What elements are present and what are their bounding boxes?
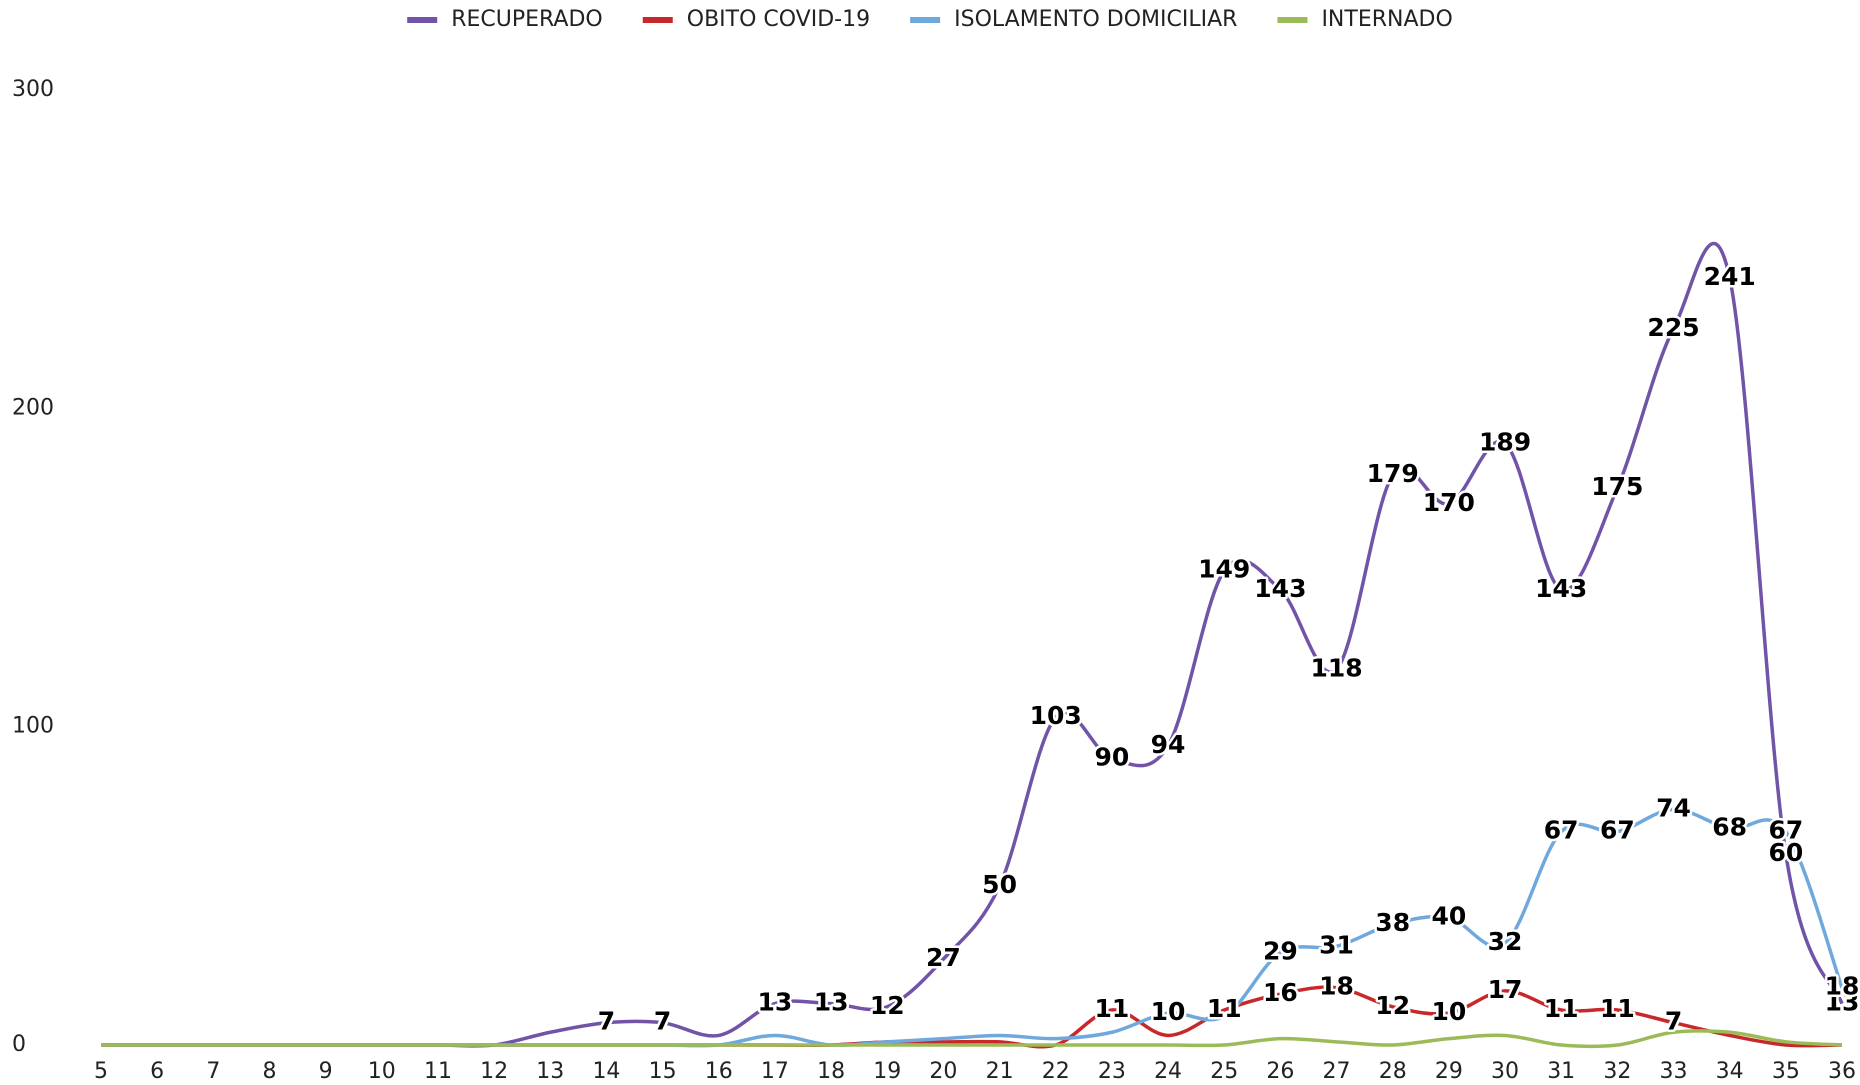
- legend-label: ISOLAMENTO DOMICILIAR: [954, 7, 1237, 32]
- x-tick-label: 30: [1491, 1059, 1519, 1084]
- data-label: 7: [654, 1007, 671, 1036]
- data-label: 94: [1151, 730, 1186, 759]
- data-label: 67: [1768, 816, 1803, 845]
- x-tick-label: 34: [1716, 1059, 1744, 1084]
- x-tick-label: 15: [649, 1059, 677, 1084]
- data-label: 50: [982, 870, 1017, 899]
- data-label: 11: [1544, 994, 1579, 1023]
- x-tick-label: 11: [424, 1059, 452, 1084]
- x-tick-label: 18: [817, 1059, 845, 1084]
- data-label: 67: [1600, 816, 1635, 845]
- data-label: 11: [1600, 994, 1635, 1023]
- x-tick-label: 19: [873, 1059, 901, 1084]
- data-label: 12: [1375, 991, 1410, 1020]
- data-label: 32: [1488, 927, 1523, 956]
- y-tick-label: 300: [12, 77, 54, 102]
- legend: RECUPERADO OBITO COVID-19 ISOLAMENTO DOMIC…: [407, 7, 1453, 32]
- data-label: 17: [1488, 975, 1523, 1004]
- data-label: 179: [1367, 459, 1419, 488]
- x-tick-label: 21: [986, 1059, 1014, 1084]
- data-label: 13: [1825, 988, 1860, 1017]
- data-label: 7: [598, 1007, 615, 1036]
- data-label: 16: [1263, 978, 1298, 1007]
- x-tick-label: 7: [206, 1059, 220, 1084]
- y-tick-label: 200: [12, 395, 54, 420]
- y-tick-label: 0: [12, 1032, 26, 1057]
- data-label: 170: [1423, 488, 1475, 517]
- x-tick-label: 10: [368, 1059, 396, 1084]
- data-label: 90: [1095, 743, 1130, 772]
- data-label: 241: [1704, 262, 1756, 291]
- x-tick-label: 33: [1660, 1059, 1688, 1084]
- series-line: [101, 242, 1844, 1048]
- data-label: 143: [1254, 574, 1306, 603]
- data-label: 149: [1198, 555, 1250, 584]
- x-tick-label: 35: [1772, 1059, 1800, 1084]
- data-label: 11: [1207, 994, 1242, 1023]
- data-label: 68: [1712, 813, 1747, 842]
- x-tick-label: 14: [592, 1059, 620, 1084]
- data-label: 18: [1825, 972, 1860, 1001]
- data-label: 10: [1431, 997, 1466, 1026]
- x-tick-label: 8: [262, 1059, 276, 1084]
- x-tick-label: 20: [929, 1059, 957, 1084]
- x-tick-label: 13: [536, 1059, 564, 1084]
- series-line: [101, 1029, 1843, 1049]
- x-tick-label: 24: [1154, 1059, 1182, 1084]
- x-tick-label: 28: [1379, 1059, 1407, 1084]
- x-tick-label: 26: [1266, 1059, 1294, 1084]
- x-tick-label: 12: [480, 1059, 508, 1084]
- data-label: 18: [1319, 972, 1354, 1001]
- data-label: 40: [1431, 902, 1466, 931]
- x-tick-label: 6: [150, 1059, 164, 1084]
- x-tick-label: 36: [1828, 1059, 1856, 1084]
- x-tick-label: 5: [94, 1059, 108, 1084]
- data-label: 38: [1375, 908, 1410, 937]
- x-tick-label: 25: [1210, 1059, 1238, 1084]
- data-label: 27: [926, 943, 961, 972]
- x-tick-label: 31: [1547, 1059, 1575, 1084]
- data-label: 60: [1768, 838, 1803, 867]
- x-tick-label: 22: [1042, 1059, 1070, 1084]
- x-tick-label: 29: [1435, 1059, 1463, 1084]
- data-label: 29: [1263, 937, 1298, 966]
- data-label: 7: [1665, 1007, 1682, 1036]
- data-label: 74: [1656, 793, 1691, 822]
- data-label: 12: [870, 991, 905, 1020]
- x-tick-label: 17: [761, 1059, 789, 1084]
- data-label: 118: [1310, 653, 1362, 682]
- data-label: 11: [1095, 994, 1130, 1023]
- y-tick-label: 100: [12, 714, 54, 739]
- legend-label: RECUPERADO: [451, 7, 603, 32]
- data-label: 189: [1479, 427, 1531, 456]
- data-label: 103: [1030, 701, 1082, 730]
- legend-label: OBITO COVID-19: [687, 7, 870, 32]
- data-label: 67: [1544, 816, 1579, 845]
- data-label: 225: [1647, 313, 1699, 342]
- data-label: 31: [1319, 930, 1354, 959]
- x-tick-label: 23: [1098, 1059, 1126, 1084]
- data-label: 143: [1535, 574, 1587, 603]
- data-label: 13: [758, 988, 793, 1017]
- x-tick-label: 27: [1323, 1059, 1351, 1084]
- x-tick-label: 9: [319, 1059, 333, 1084]
- data-label: 13: [814, 988, 849, 1017]
- data-label: 10: [1151, 997, 1186, 1026]
- x-tick-label: 16: [705, 1059, 733, 1084]
- x-tick-label: 32: [1603, 1059, 1631, 1084]
- legend-label: INTERNADO: [1321, 7, 1452, 32]
- data-label: 175: [1591, 472, 1643, 501]
